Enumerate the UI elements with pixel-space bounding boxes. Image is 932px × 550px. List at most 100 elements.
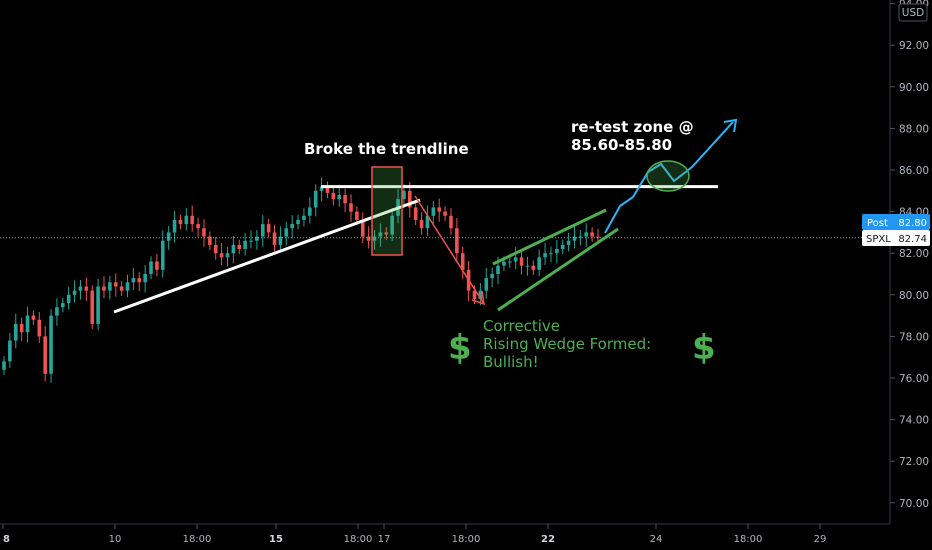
time-tick-label: 29 [814, 534, 827, 545]
price-badges: Post 82.80 SPXL 82.74 [862, 214, 930, 246]
candle-body [125, 282, 130, 291]
candle-body [196, 224, 200, 229]
candle-body [425, 215, 430, 229]
ascending-trendline [113, 198, 421, 314]
candle-body [484, 278, 489, 291]
candle-body [472, 290, 477, 299]
price-tick-label: 88.00 [899, 123, 929, 135]
candle-body [102, 286, 106, 291]
candle-body [360, 219, 365, 237]
candle-body [513, 257, 518, 262]
candle-body [566, 240, 571, 245]
last-price-symbol: SPXL [866, 234, 891, 245]
price-tick-label: 82.00 [899, 248, 929, 260]
candles-group [2, 177, 600, 383]
candle-body [66, 294, 71, 304]
drop-arrow-line [414, 195, 485, 305]
post-price-value: 82.80 [898, 218, 927, 229]
time-tick-label: 18:00 [452, 534, 481, 545]
candle-body [478, 290, 483, 299]
candle-body [366, 236, 371, 241]
candle-body [590, 232, 594, 237]
post-price-label: Post [867, 218, 888, 229]
price-tick-label: 92.00 [899, 40, 929, 52]
plot-area[interactable] [0, 0, 890, 524]
currency-label: USD [902, 7, 924, 19]
candle-body [313, 190, 318, 208]
time-tick-label: 22 [541, 534, 555, 545]
candle-body [172, 219, 177, 233]
candle-body [290, 224, 294, 229]
candle-body [443, 211, 447, 216]
candle-body [155, 261, 159, 270]
wedge-text-line2: Rising Wedge Formed: [483, 335, 651, 353]
candle-body [43, 336, 47, 374]
candle-body [166, 232, 171, 241]
candle-body [560, 244, 565, 250]
candle-body [578, 236, 583, 238]
retest-zone-ellipse [646, 160, 690, 192]
price-tick-label: 70.00 [899, 498, 929, 510]
candle-body [78, 286, 83, 291]
candle-body [408, 190, 412, 208]
time-tick-label: 10 [109, 534, 122, 545]
candle-body [402, 190, 406, 200]
breakout-highlight-box [371, 166, 403, 256]
dollar-icon-left: $ [448, 328, 472, 368]
candle-body [496, 265, 500, 274]
price-tick-label: 78.00 [899, 331, 929, 343]
wedge-upper-line [492, 208, 607, 266]
candle-body [525, 265, 530, 267]
candle-body [460, 253, 465, 270]
price-tick-label: 80.00 [899, 290, 929, 302]
candle-body [2, 361, 6, 370]
candle-body [507, 261, 512, 263]
candle-body [219, 253, 224, 258]
candle-body [355, 211, 359, 220]
wedge-text-line1: Corrective [483, 317, 560, 335]
candle-body [519, 257, 524, 266]
candle-body [549, 253, 553, 255]
time-tick-label: 24 [650, 534, 663, 545]
price-tick-label: 90.00 [899, 82, 929, 94]
candle-body [231, 244, 236, 254]
wedge-text-line3: Bullish! [483, 353, 539, 371]
candle-body [543, 253, 547, 258]
candle-body [449, 215, 453, 229]
candle-body [596, 236, 600, 238]
last-price-badge[interactable] [862, 230, 930, 246]
time-axis[interactable]: 8 10 18:00 15 18:00 17 18:00 22 24 18:00 29 [2, 524, 827, 545]
time-tick-label: 8 [3, 534, 10, 545]
candle-body [319, 186, 324, 191]
candle-body [243, 240, 247, 250]
candle-body [119, 286, 124, 291]
projection-path [604, 121, 734, 234]
candle-body [49, 315, 53, 374]
candle-body [84, 286, 89, 291]
candle-body [502, 261, 506, 266]
candle-body [343, 194, 347, 204]
candle-body [202, 228, 206, 237]
dollar-icon-right: $ [692, 328, 716, 368]
candle-body [190, 215, 194, 225]
candle-body [108, 282, 112, 291]
time-tick-label: 18:00 [734, 534, 763, 545]
projection-arrow-head [723, 118, 738, 133]
candle-body [96, 286, 100, 324]
candle-body [296, 219, 300, 225]
retest-zone-text-line2: 85.60-85.80 [571, 136, 672, 154]
price-tick-label: 76.00 [899, 373, 929, 385]
candle-body [25, 315, 30, 333]
candle-body [431, 207, 436, 216]
time-tick-label: 18:00 [344, 534, 373, 545]
candle-body [555, 249, 559, 254]
candle-body [131, 278, 136, 283]
candle-body [143, 274, 147, 283]
candle-body [8, 340, 12, 362]
price-axis[interactable]: 94.0092.0090.0088.0086.0084.0082.0080.00… [890, 0, 929, 510]
currency-box[interactable] [898, 3, 928, 22]
candle-body [331, 192, 336, 200]
candle-body [272, 232, 277, 245]
post-price-badge[interactable] [862, 214, 930, 230]
